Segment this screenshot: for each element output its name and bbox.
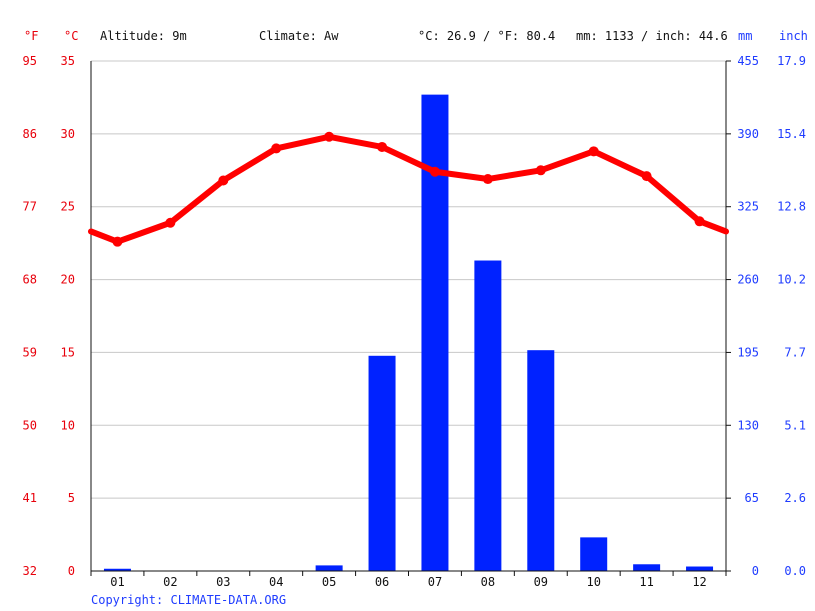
average-temperature-label: °C: 26.9 / °F: 80.4 <box>418 29 555 43</box>
month-tick-label-11: 11 <box>639 575 653 589</box>
inch-tick-label: 5.1 <box>784 418 806 432</box>
inch-tick-label: 10.2 <box>777 273 806 287</box>
celsius-tick-label: 25 <box>61 200 75 214</box>
precipitation-bar-06 <box>368 355 396 571</box>
month-tick-label-06: 06 <box>375 575 389 589</box>
month-tick-label-07: 07 <box>428 575 442 589</box>
fahrenheit-tick-label: 86 <box>23 127 37 141</box>
celsius-tick-label: 15 <box>61 345 75 359</box>
celsius-tick-label: 20 <box>61 273 75 287</box>
precipitation-bar-10 <box>580 537 608 571</box>
fahrenheit-tick-label: 41 <box>23 491 37 505</box>
inch-tick-label: 15.4 <box>777 127 806 141</box>
month-tick-label-02: 02 <box>163 575 177 589</box>
celsius-tick-label: 0 <box>68 564 75 578</box>
tick-labels: 9586776859504132353025201510504553903252… <box>23 54 806 589</box>
mm-tick-label: 195 <box>737 345 759 359</box>
precipitation-bar-12 <box>686 566 714 571</box>
altitude-label: Altitude: 9m <box>100 29 187 43</box>
fahrenheit-tick-label: 68 <box>23 273 37 287</box>
celsius-unit-label: °C <box>64 29 78 43</box>
chart-header: °F °C Altitude: 9m Climate: Aw °C: 26.9 … <box>24 29 808 43</box>
fahrenheit-tick-label: 50 <box>23 418 37 432</box>
fahrenheit-tick-label: 32 <box>23 564 37 578</box>
mm-tick-label: 65 <box>745 491 759 505</box>
temperature-point-05 <box>324 131 335 142</box>
temperature-line-path <box>88 133 729 245</box>
mm-tick-label: 130 <box>737 418 759 432</box>
precipitation-bar-11 <box>633 564 661 571</box>
month-tick-label-05: 05 <box>322 575 336 589</box>
fahrenheit-tick-label: 77 <box>23 200 37 214</box>
month-tick-label-03: 03 <box>216 575 230 589</box>
precipitation-bar-08 <box>474 260 502 571</box>
temperature-line <box>88 131 729 247</box>
temperature-point-10 <box>588 146 599 157</box>
temperature-point-08 <box>482 174 493 185</box>
mm-tick-label: 260 <box>737 273 759 287</box>
celsius-tick-label: 30 <box>61 127 75 141</box>
temperature-point-04 <box>271 143 282 154</box>
temperature-point-07 <box>429 166 440 177</box>
chart-axes <box>90 60 731 576</box>
mm-unit-label: mm <box>738 29 752 43</box>
fahrenheit-tick-label: 95 <box>23 54 37 68</box>
mm-tick-label: 390 <box>737 127 759 141</box>
inch-tick-label: 0.0 <box>784 564 806 578</box>
precipitation-bar-09 <box>527 350 555 571</box>
inch-tick-label: 17.9 <box>777 54 806 68</box>
month-tick-label-08: 08 <box>481 575 495 589</box>
month-tick-label-10: 10 <box>586 575 600 589</box>
temperature-point-06 <box>377 141 388 152</box>
celsius-tick-label: 10 <box>61 418 75 432</box>
precipitation-bar-01 <box>103 568 131 571</box>
celsius-tick-label: 35 <box>61 54 75 68</box>
month-tick-label-04: 04 <box>269 575 283 589</box>
mm-tick-label: 325 <box>737 200 759 214</box>
month-tick-label-09: 09 <box>534 575 548 589</box>
fahrenheit-unit-label: °F <box>24 29 38 43</box>
annual-precipitation-label: mm: 1133 / inch: 44.6 <box>576 29 728 43</box>
precipitation-bar-05 <box>315 565 343 571</box>
celsius-tick-label: 5 <box>68 491 75 505</box>
temperature-point-12 <box>694 216 705 227</box>
inch-tick-label: 2.6 <box>784 491 806 505</box>
temperature-point-11 <box>641 171 652 182</box>
mm-tick-label: 455 <box>737 54 759 68</box>
month-tick-label-01: 01 <box>110 575 124 589</box>
inch-tick-label: 12.8 <box>777 200 806 214</box>
inch-tick-label: 7.7 <box>784 345 806 359</box>
temperature-point-01 <box>112 236 123 247</box>
inch-unit-label: inch <box>779 29 808 43</box>
fahrenheit-tick-label: 59 <box>23 345 37 359</box>
mm-tick-label: 0 <box>752 564 759 578</box>
copyright-text: Copyright: CLIMATE-DATA.ORG <box>91 593 286 607</box>
climate-label: Climate: Aw <box>259 29 339 43</box>
temperature-point-02 <box>165 217 176 228</box>
temperature-point-09 <box>535 165 546 176</box>
month-tick-label-12: 12 <box>692 575 706 589</box>
grid-lines <box>91 60 726 572</box>
temperature-point-03 <box>218 175 229 186</box>
